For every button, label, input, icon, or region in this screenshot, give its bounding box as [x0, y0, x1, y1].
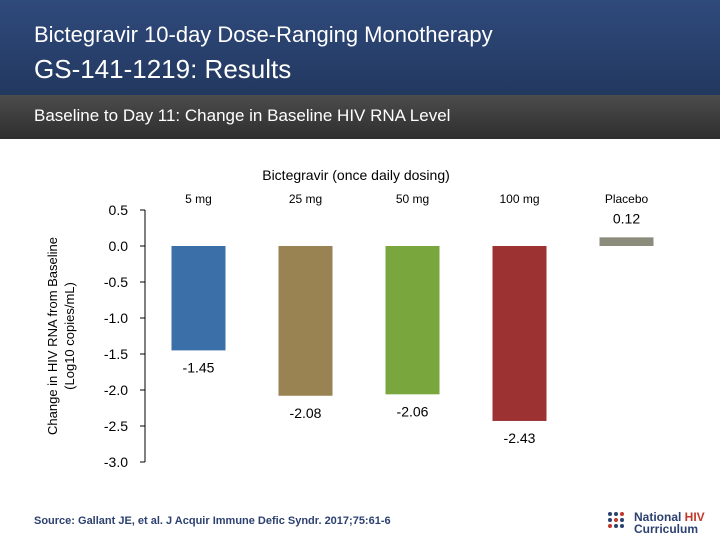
subtitle: Baseline to Day 11: Change in Baseline H…	[34, 106, 451, 125]
chart-title: Bictegravir (once daily dosing)	[262, 167, 450, 183]
y-axis-label-line2: (Log10 copies/mL)	[62, 282, 77, 390]
y-tick-label: 0.0	[109, 238, 129, 254]
bar	[385, 246, 440, 395]
y-tick-label: 0.5	[109, 202, 129, 218]
national-hiv-curriculum-logo: National HIV Curriculum	[606, 508, 716, 538]
bar-chart: Bictegravir (once daily dosing) Change in…	[45, 167, 654, 470]
category-label: 5 mg	[185, 192, 212, 206]
header-banner: Bictegravir 10-day Dose-Ranging Monother…	[0, 0, 720, 95]
title-line2: GS-141-1219: Results	[34, 54, 292, 84]
data-label: 0.12	[613, 210, 640, 226]
data-label: -2.06	[397, 403, 429, 419]
category-label: 50 mg	[396, 192, 429, 206]
y-tick-label: -0.5	[104, 274, 128, 290]
category-label: 25 mg	[289, 192, 322, 206]
y-axis-label-line1: Change in HIV RNA from Baseline	[45, 237, 60, 435]
bar	[599, 237, 654, 246]
logo-line1: National HIV	[634, 510, 705, 524]
y-tick-label: -3.0	[104, 454, 128, 470]
category-label: Placebo	[605, 192, 649, 206]
category-label: 100 mg	[499, 192, 539, 206]
data-label: -1.45	[183, 359, 215, 375]
data-label: -2.08	[290, 405, 322, 421]
subtitle-bar: Baseline to Day 11: Change in Baseline H…	[0, 95, 720, 139]
logo-dots-icon	[608, 512, 624, 528]
y-tick-label: -1.0	[104, 310, 128, 326]
data-label: -2.43	[504, 430, 536, 446]
bar	[278, 246, 333, 396]
bar	[171, 246, 226, 351]
title-line1: Bictegravir 10-day Dose-Ranging Monother…	[34, 22, 493, 47]
source-citation: Source: Gallant JE, et al. J Acquir Immu…	[34, 515, 391, 527]
logo-line2: Curriculum	[634, 522, 699, 536]
y-tick-label: -1.5	[104, 346, 128, 362]
y-tick-label: -2.5	[104, 418, 128, 434]
bar	[492, 246, 547, 421]
y-tick-label: -2.0	[104, 382, 128, 398]
